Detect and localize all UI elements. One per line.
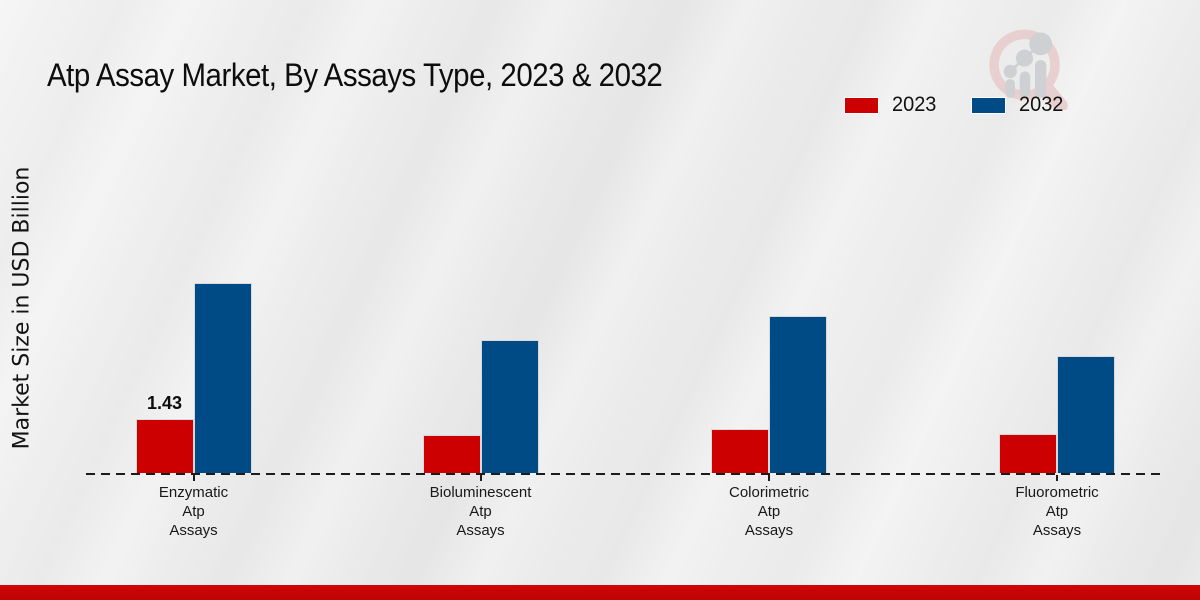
data-label-2023-enzymatic-atp-assays: 1.43 xyxy=(146,393,183,413)
axis-tick-colorimetric-atp-assays xyxy=(768,475,770,481)
bar-2023-bioluminescent-atp-assays xyxy=(422,435,481,473)
category-label-bioluminescent-atp-assays: Bioluminescent Atp Assays xyxy=(396,483,566,540)
category-label-line: Colorimetric xyxy=(728,484,809,501)
category-label-fluorometric-atp-assays: Fluorometric Atp Assays xyxy=(972,483,1142,540)
legend: 2023 2032 xyxy=(845,93,1065,117)
magnifier-growth-logo-icon xyxy=(989,29,1068,110)
category-label-line: Assays xyxy=(169,522,218,539)
legend-swatch-2023 xyxy=(845,97,878,113)
category-label-line: Assays xyxy=(744,522,794,539)
growth-bar-medium xyxy=(1019,71,1031,98)
growth-bar-large xyxy=(1034,60,1047,98)
legend-swatch-2032 xyxy=(971,97,1005,113)
x-axis-dashed-line xyxy=(86,473,1160,475)
category-label-line: Assays xyxy=(1032,522,1082,539)
bar-2023-colorimetric-atp-assays xyxy=(711,429,769,473)
legend-label-2023: 2023 xyxy=(892,93,937,116)
category-label-line: Atp xyxy=(1045,503,1069,520)
bar-2032-bioluminescent-atp-assays xyxy=(480,340,539,473)
category-label-line: Atp xyxy=(757,503,781,520)
chart-title: Atp Assay Market, By Assays Type, 2023 &… xyxy=(47,57,663,94)
category-label-line: Atp xyxy=(469,503,492,520)
category-label-colorimetric-atp-assays: Colorimetric Atp Assays xyxy=(684,483,854,540)
category-label-line: Atp xyxy=(182,503,205,520)
legend-item-2023: 2023 xyxy=(845,93,939,117)
category-label-enzymatic-atp-assays: Enzymatic Atp Assays xyxy=(109,483,279,540)
bar-2032-colorimetric-atp-assays xyxy=(769,316,827,473)
bar-2023-fluorometric-atp-assays xyxy=(999,434,1057,473)
category-label-line: Assays xyxy=(456,522,505,539)
category-label-line: Fluorometric xyxy=(1015,484,1099,501)
growth-bar-small xyxy=(1005,79,1015,98)
axis-tick-fluorometric-atp-assays xyxy=(1056,475,1058,481)
category-label-line: Bioluminescent xyxy=(429,484,532,501)
axis-tick-bioluminescent-atp-assays xyxy=(479,475,482,481)
growth-dot-small xyxy=(1003,64,1017,79)
bar-2032-enzymatic-atp-assays xyxy=(193,283,252,473)
y-axis-label: Market Size in USD Billion xyxy=(9,166,35,450)
magnifier-handle xyxy=(1040,82,1068,110)
legend-item-2032: 2032 xyxy=(971,93,1066,117)
axis-tick-enzymatic-atp-assays xyxy=(192,475,195,481)
growth-dot-large xyxy=(1029,32,1053,56)
category-label-line: Enzymatic xyxy=(158,484,229,501)
bar-2032-fluorometric-atp-assays xyxy=(1057,356,1115,473)
bar-2023-enzymatic-atp-assays xyxy=(135,419,194,473)
legend-label-2032: 2032 xyxy=(1018,93,1064,116)
footer-band xyxy=(0,585,1200,600)
growth-dot-medium xyxy=(1015,49,1034,67)
